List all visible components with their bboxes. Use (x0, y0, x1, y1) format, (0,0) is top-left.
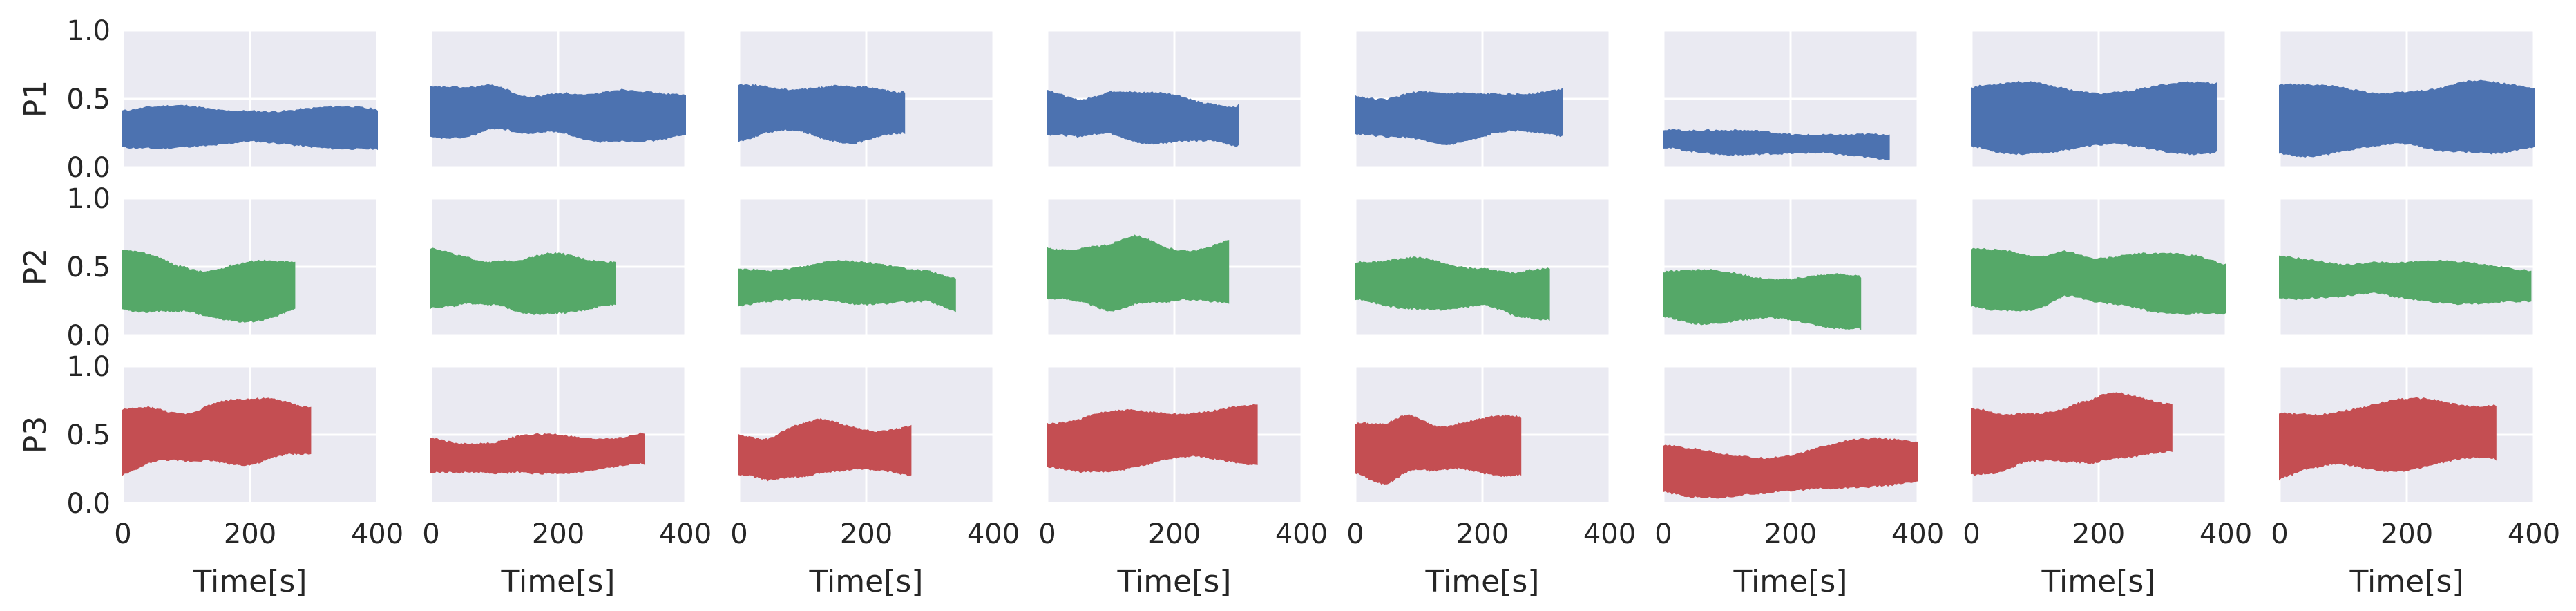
series-band-p1 (2279, 79, 2535, 158)
x-axis-label: Time[s] (501, 564, 616, 599)
panel-r3-c1: 0.0 0.5 1.0 P3 0 200 400 Time[s] (18, 351, 403, 599)
panel-r1-c3 (738, 29, 995, 169)
panel-r3-c7: 0 200 400 Time[s] (1963, 365, 2252, 599)
y-tick-label: 0.5 (66, 420, 111, 451)
panel-r2-c8 (2278, 197, 2535, 337)
panel-r1-c1: 0.0 0.5 1.0 P1 (18, 15, 379, 184)
series-band-p3 (1047, 404, 1258, 473)
series-band-p3 (1355, 414, 1522, 485)
panel-r1-c8 (2278, 29, 2535, 169)
x-tick-label: 400 (351, 518, 403, 550)
series-band-p2 (1047, 234, 1230, 312)
panel-r2-c7 (1970, 197, 2227, 337)
series-band-p1 (122, 104, 378, 151)
x-tick-label: 200 (2381, 518, 2433, 550)
panel-r2-c5 (1354, 197, 1611, 337)
series-band-p1 (430, 84, 686, 143)
x-tick-label: 200 (1764, 518, 1817, 550)
y-tick-label: 1.0 (66, 15, 111, 47)
panel-r1-c4 (1046, 29, 1303, 169)
x-tick-label: 200 (532, 518, 584, 550)
panel-r3-c3: 0 200 400 Time[s] (730, 365, 1020, 599)
x-axis-label: Time[s] (1425, 564, 1540, 599)
series-band-p3 (122, 397, 312, 476)
x-axis-label: Time[s] (809, 564, 924, 599)
series-band-p1 (1971, 80, 2217, 156)
panel-r2-c2 (430, 197, 687, 337)
x-tick-label: 0 (1963, 518, 1980, 550)
series-band-p2 (2279, 255, 2532, 306)
y-tick-label: 1.0 (66, 183, 111, 215)
row-label: P1 (18, 80, 53, 118)
x-tick-label: 0 (730, 518, 747, 550)
x-tick-label: 200 (1148, 518, 1201, 550)
x-tick-label: 0 (114, 518, 131, 550)
series-band-p2 (122, 250, 296, 323)
series-band-p1 (1047, 89, 1239, 148)
panel-r1-c2 (430, 29, 687, 169)
series-band-p1 (738, 84, 906, 144)
x-axis-label: Time[s] (1117, 564, 1232, 599)
panel-r1-c5 (1354, 29, 1611, 169)
panel-r2-c4 (1046, 197, 1303, 337)
series-band-p2 (1355, 256, 1550, 321)
x-tick-label: 0 (1654, 518, 1672, 550)
y-tick-label: 0.0 (66, 152, 111, 184)
series-band-p3 (1971, 392, 2173, 476)
panel-r1-c7 (1970, 29, 2227, 169)
x-axis-label: Time[s] (2349, 564, 2464, 599)
series-band-p1 (1355, 88, 1563, 146)
row-label: P3 (18, 416, 53, 454)
panel-r3-c4: 0 200 400 Time[s] (1038, 365, 1328, 599)
x-axis-label: Time[s] (193, 564, 307, 599)
panel-r2-c6 (1662, 197, 1919, 337)
panel-r1-c6 (1662, 29, 1919, 169)
series-band-p3 (2279, 397, 2497, 481)
x-tick-label: 200 (224, 518, 276, 550)
x-tick-label: 400 (1891, 518, 1944, 550)
x-tick-label: 400 (659, 518, 712, 550)
x-tick-label: 200 (840, 518, 893, 550)
x-tick-label: 0 (1038, 518, 1056, 550)
series-band-p3 (1663, 437, 1918, 499)
y-tick-label: 0.5 (66, 252, 111, 283)
x-tick-label: 0 (422, 518, 439, 550)
panel-r3-c6: 0 200 400 Time[s] (1654, 365, 1944, 599)
x-tick-label: 400 (2200, 518, 2252, 550)
series-band-p3 (430, 432, 645, 475)
panel-r2-c1: 0.0 0.5 1.0 P2 (18, 183, 379, 352)
row-label: P2 (18, 248, 53, 286)
x-tick-label: 400 (1275, 518, 1328, 550)
series-band-p2 (430, 247, 616, 316)
x-tick-label: 200 (1456, 518, 1509, 550)
series-band-p1 (1663, 129, 1890, 160)
x-axis-label: Time[s] (2041, 564, 2156, 599)
x-tick-label: 0 (1346, 518, 1364, 550)
x-tick-label: 400 (2508, 518, 2560, 550)
panel-r3-c5: 0 200 400 Time[s] (1346, 365, 1636, 599)
x-tick-label: 0 (2271, 518, 2288, 550)
y-tick-label: 1.0 (66, 351, 111, 383)
series-band-p2 (1971, 247, 2226, 315)
x-tick-label: 400 (967, 518, 1020, 550)
y-tick-label: 0.0 (66, 320, 111, 352)
panel-r3-c2: 0 200 400 Time[s] (422, 365, 712, 599)
series-band-p3 (738, 417, 912, 482)
series-band-p2 (738, 260, 956, 313)
x-axis-label: Time[s] (1733, 564, 1848, 599)
y-tick-label: 0.0 (66, 488, 111, 520)
panel-r2-c3 (738, 197, 995, 337)
x-tick-label: 400 (1583, 518, 1636, 550)
x-tick-label: 200 (2072, 518, 2125, 550)
series-band-p2 (1663, 268, 1862, 330)
panel-r3-c8: 0 200 400 Time[s] (2271, 365, 2560, 599)
y-tick-label: 0.5 (66, 84, 111, 115)
